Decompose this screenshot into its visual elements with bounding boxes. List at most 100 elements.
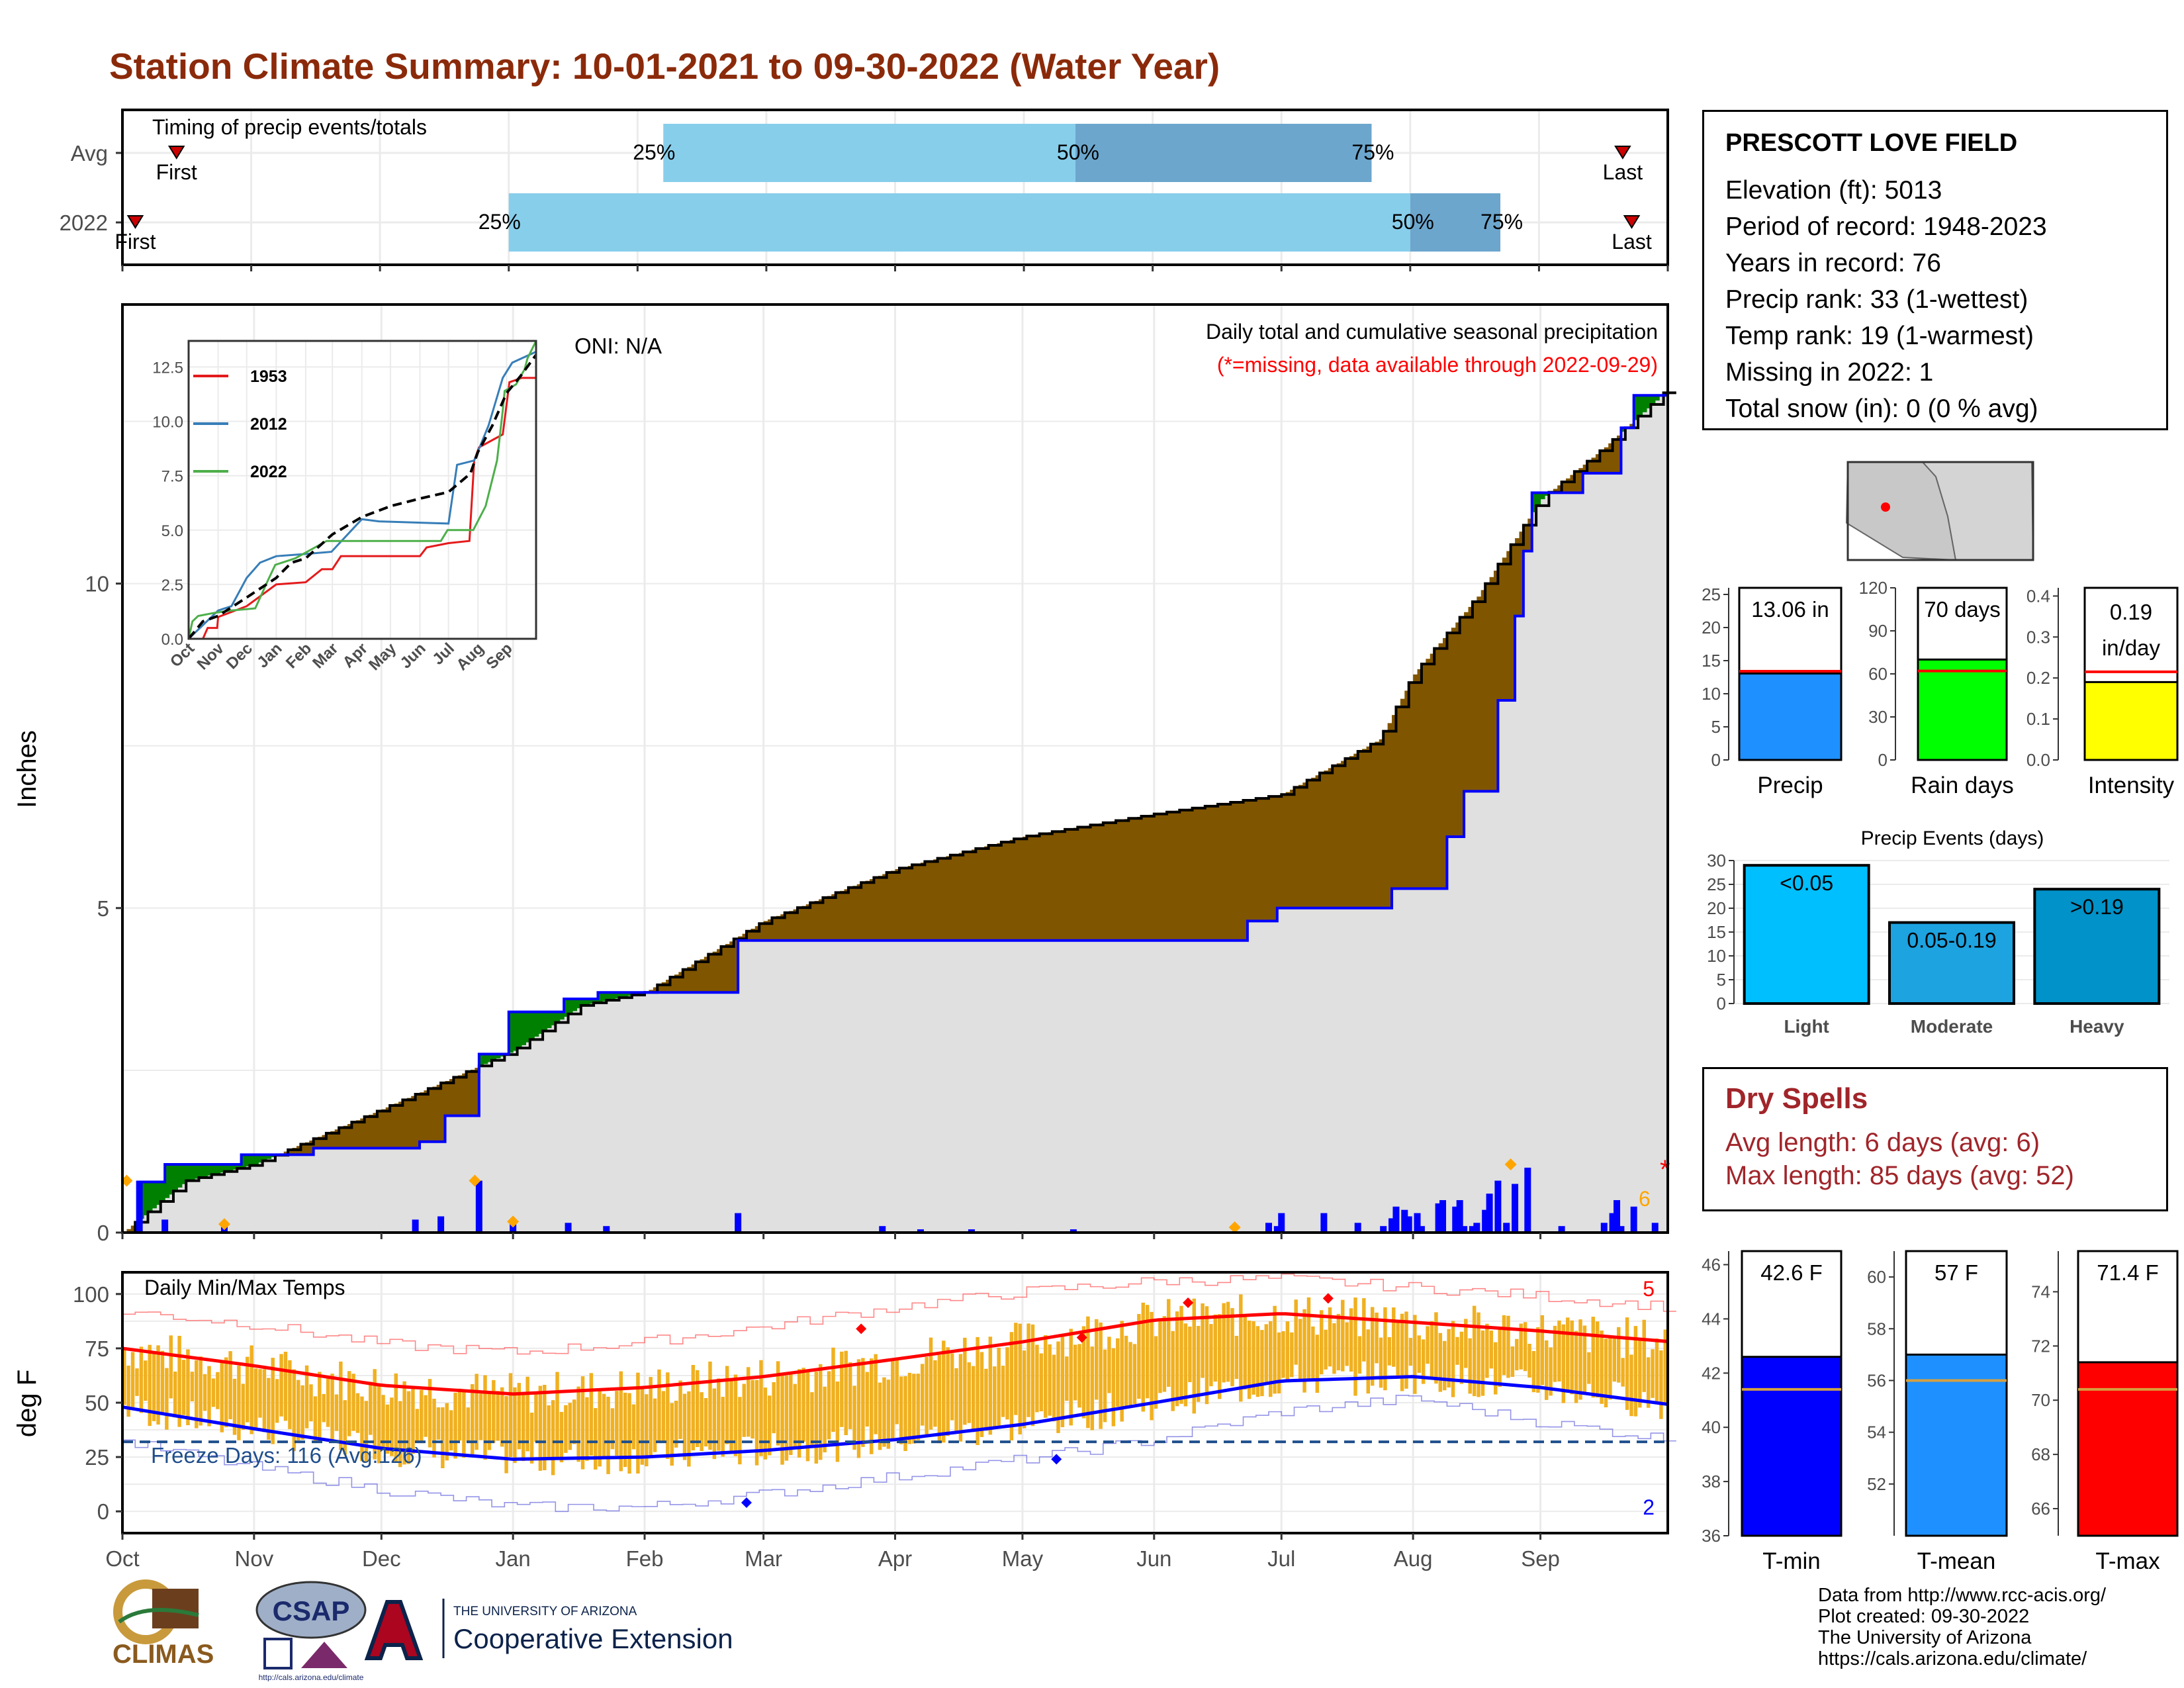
- daily-temp-bars: [122, 1294, 1668, 1476]
- x-tick-label: Jan: [496, 1546, 531, 1571]
- mini-y-tick-label: 42: [1702, 1363, 1721, 1383]
- event-diamond: [507, 1215, 520, 1228]
- mini-y-tick-label: 66: [2031, 1499, 2050, 1519]
- inset-y-tick-label: 10.0: [152, 414, 183, 432]
- daily-precip-bar: [510, 1223, 517, 1233]
- inset-legend-label: 2012: [250, 415, 287, 434]
- daily-precip-bar: [1524, 1167, 1531, 1233]
- gray-area: [122, 389, 1668, 1233]
- x-tick-label: Nov: [235, 1546, 274, 1571]
- timing-p50-label: 50%: [1392, 210, 1434, 234]
- daily-precip-bar: [136, 1180, 143, 1233]
- x-tick-label: Dec: [362, 1546, 401, 1571]
- inset-series-line: [189, 377, 536, 640]
- record-low-diamond: [1051, 1454, 1062, 1465]
- station-missing: Missing in 2022: 1: [1725, 358, 1934, 387]
- timing-marker-label: Last: [1603, 160, 1643, 184]
- daily-precip-bar: [1456, 1199, 1463, 1233]
- record-high-diamond: [856, 1323, 867, 1335]
- ua-top-text: THE UNIVERSITY OF ARIZONA: [453, 1605, 637, 1618]
- x-tick-label: Mar: [745, 1546, 782, 1571]
- precip-total-mini-chart: 0 5 10 15 20 25 13.06 in Precip: [1702, 585, 1853, 798]
- mini-bar: [1738, 672, 1843, 761]
- chart-title: Daily total and cumulative seasonal prec…: [1206, 320, 1658, 344]
- dry-spells-max: Max length: 85 days (avg: 52): [1725, 1161, 2074, 1190]
- record-high-diamond: [1076, 1332, 1087, 1343]
- station-name: PRESCOTT LOVE FIELD: [1725, 129, 2018, 157]
- mini-category-label: T-mean: [1917, 1548, 1996, 1574]
- x-tick-label: Sep: [1521, 1546, 1560, 1571]
- daily-precip-bar: [1461, 1226, 1468, 1233]
- chart-subtitle: (*=missing, data available through 2022-…: [1217, 353, 1658, 377]
- t-min-mini-chart: 36 38 40 42 44 46 42.6 F T-min: [1702, 1250, 1853, 1574]
- daily-precip-bar: [1473, 1223, 1480, 1233]
- mini-bar: [2077, 1361, 2179, 1537]
- daily-precip-bar: [1278, 1213, 1285, 1233]
- daily-precip-bar: [1439, 1199, 1447, 1233]
- daily-precip-bar: [1651, 1223, 1659, 1233]
- daily-precip-bar: [1069, 1229, 1077, 1233]
- y-tick-label: 0: [97, 1221, 109, 1245]
- event-bar-label: <0.05: [1780, 871, 1833, 895]
- event-category-label: Light: [1784, 1016, 1829, 1037]
- events-y-tick-label: 10: [1707, 946, 1726, 966]
- inset-chart: 0.02.55.07.510.012.5OctNovDecJanFebMarAp…: [152, 340, 537, 674]
- mini-y-tick-label: 5: [1711, 717, 1721, 737]
- daily-precip-bar: [1600, 1223, 1608, 1233]
- timing-title: Timing of precip events/totals: [152, 115, 427, 139]
- inset-y-tick-label: 2.5: [161, 577, 183, 594]
- credit-line: Plot created: 09-30-2022: [1818, 1606, 2030, 1627]
- mini-bar: [1741, 1356, 1843, 1537]
- event-diamond: [469, 1174, 481, 1187]
- mini-y-tick-label: 72: [2031, 1336, 2050, 1356]
- mini-y-tick-label: 0: [1711, 750, 1721, 770]
- daily-precip-bar: [475, 1180, 482, 1233]
- t-max-mini-chart: 66 68 70 72 74 71.4 F T-max: [2031, 1250, 2184, 1574]
- avg-max-line: [122, 1312, 1668, 1396]
- mini-y-tick-label: 20: [1702, 618, 1721, 637]
- inset-series-line: [187, 351, 537, 640]
- timing-p25-label: 25%: [633, 140, 675, 164]
- events-y-tick-label: 20: [1707, 898, 1726, 918]
- daily-precip-bar: [565, 1223, 572, 1233]
- event-bar: [2033, 888, 2161, 1005]
- credit-line: The University of Arizona: [1818, 1627, 2032, 1648]
- event-bar: [1743, 864, 1870, 1005]
- mini-y-tick-label: 52: [1867, 1474, 1886, 1494]
- daily-precip-bar: [1469, 1226, 1476, 1233]
- daily-precip-bar: [1414, 1213, 1421, 1233]
- mini-value-label: 57 F: [1934, 1260, 1978, 1285]
- timing-bar-light: [663, 124, 1075, 182]
- event-bar-label: >0.19: [2070, 895, 2124, 919]
- x-tick-label: Jul: [1267, 1546, 1295, 1571]
- daily-precip-bar: [1405, 1216, 1412, 1233]
- daily-precip-bar: [1418, 1226, 1425, 1233]
- mini-y-tick-label: 40: [1702, 1417, 1721, 1437]
- mini-bar: [2083, 680, 2179, 761]
- timing-marker: [1623, 215, 1641, 229]
- timing-row-label: 2022: [60, 211, 108, 235]
- mini-y-tick-label: 58: [1867, 1319, 1886, 1338]
- y-tick-label: 5: [97, 896, 109, 921]
- deficit-area: [126, 393, 1668, 1233]
- events-y-tick-label: 5: [1717, 970, 1726, 990]
- credit-line: Data from http://www.rcc-acis.org/: [1818, 1585, 2107, 1606]
- freeze-days-label: Freeze Days: 116 (Avg:126): [151, 1443, 422, 1468]
- event-category-label: Moderate: [1911, 1016, 1993, 1037]
- y-tick-label: 75: [85, 1336, 109, 1361]
- station-period: Period of record: 1948-2023: [1725, 212, 2047, 241]
- inset-y-tick-label: 5.0: [161, 522, 183, 540]
- daily-precip-bar: [1512, 1184, 1519, 1233]
- daily-precip-bar: [968, 1229, 975, 1233]
- timing-p75-label: 75%: [1351, 140, 1394, 164]
- mini-y-tick-label: 54: [1867, 1423, 1886, 1442]
- station-elevation: Elevation (ft): 5013: [1725, 176, 1942, 205]
- mini-y-tick-label: 46: [1702, 1254, 1721, 1274]
- mini-bar: [1905, 1353, 2008, 1537]
- timing-p50-label: 50%: [1057, 140, 1099, 164]
- mini-category-label: Rain days: [1911, 773, 2014, 798]
- rain-days-mini-chart: 0 30 60 90 120 70 days Rain days: [1859, 578, 2016, 798]
- event-diamond: [218, 1218, 230, 1231]
- mini-category-label: T-min: [1762, 1548, 1821, 1574]
- y-tick-label: 10: [85, 572, 109, 596]
